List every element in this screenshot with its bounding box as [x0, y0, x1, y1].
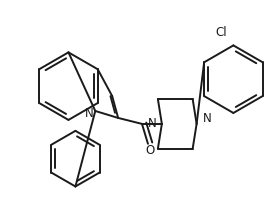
Text: N: N [85, 107, 94, 120]
Text: N: N [148, 117, 157, 130]
Text: N: N [203, 112, 211, 125]
Text: Cl: Cl [216, 26, 227, 39]
Text: O: O [145, 144, 155, 157]
